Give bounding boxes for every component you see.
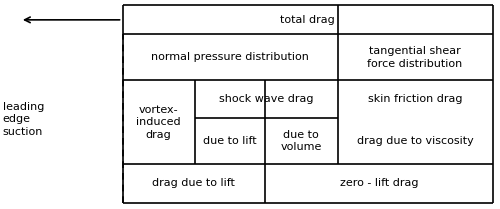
Text: shock wave drag: shock wave drag xyxy=(219,94,314,104)
Text: drag due to lift: drag due to lift xyxy=(152,178,235,188)
Text: zero - lift drag: zero - lift drag xyxy=(340,178,418,188)
Text: due to
volume: due to volume xyxy=(280,130,322,152)
Text: tangential shear
force distribution: tangential shear force distribution xyxy=(368,46,462,69)
Text: total drag: total drag xyxy=(280,15,335,25)
Text: vortex-
induced
drag: vortex- induced drag xyxy=(136,105,181,140)
Text: due to lift: due to lift xyxy=(203,136,257,146)
Text: skin friction drag: skin friction drag xyxy=(368,94,462,104)
Text: drag due to viscosity: drag due to viscosity xyxy=(356,136,474,146)
Text: leading
edge
suction: leading edge suction xyxy=(2,102,44,136)
Text: normal pressure distribution: normal pressure distribution xyxy=(151,52,309,62)
